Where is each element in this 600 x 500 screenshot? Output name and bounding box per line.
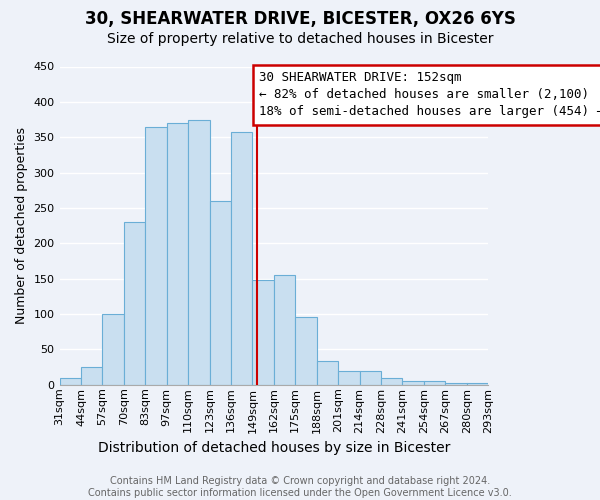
Bar <box>295 317 317 385</box>
Bar <box>209 201 231 385</box>
Bar <box>338 370 359 385</box>
Bar <box>124 222 145 385</box>
Bar <box>145 126 167 385</box>
Bar <box>59 378 81 385</box>
X-axis label: Distribution of detached houses by size in Bicester: Distribution of detached houses by size … <box>98 441 450 455</box>
Bar <box>381 378 403 385</box>
Bar <box>359 370 381 385</box>
Bar <box>253 280 274 385</box>
Text: 30, SHEARWATER DRIVE, BICESTER, OX26 6YS: 30, SHEARWATER DRIVE, BICESTER, OX26 6YS <box>85 10 515 28</box>
Bar <box>274 275 295 385</box>
Bar <box>167 123 188 385</box>
Text: Contains HM Land Registry data © Crown copyright and database right 2024.
Contai: Contains HM Land Registry data © Crown c… <box>88 476 512 498</box>
Bar <box>103 314 124 385</box>
Bar <box>424 381 445 385</box>
Text: 30 SHEARWATER DRIVE: 152sqm
← 82% of detached houses are smaller (2,100)
18% of : 30 SHEARWATER DRIVE: 152sqm ← 82% of det… <box>259 72 600 118</box>
Bar <box>188 120 209 385</box>
Bar <box>317 362 338 385</box>
Text: Size of property relative to detached houses in Bicester: Size of property relative to detached ho… <box>107 32 493 46</box>
Bar <box>467 382 488 385</box>
Y-axis label: Number of detached properties: Number of detached properties <box>15 127 28 324</box>
Bar <box>81 367 103 385</box>
Bar <box>231 132 253 385</box>
Bar <box>403 381 424 385</box>
Bar <box>445 382 467 385</box>
